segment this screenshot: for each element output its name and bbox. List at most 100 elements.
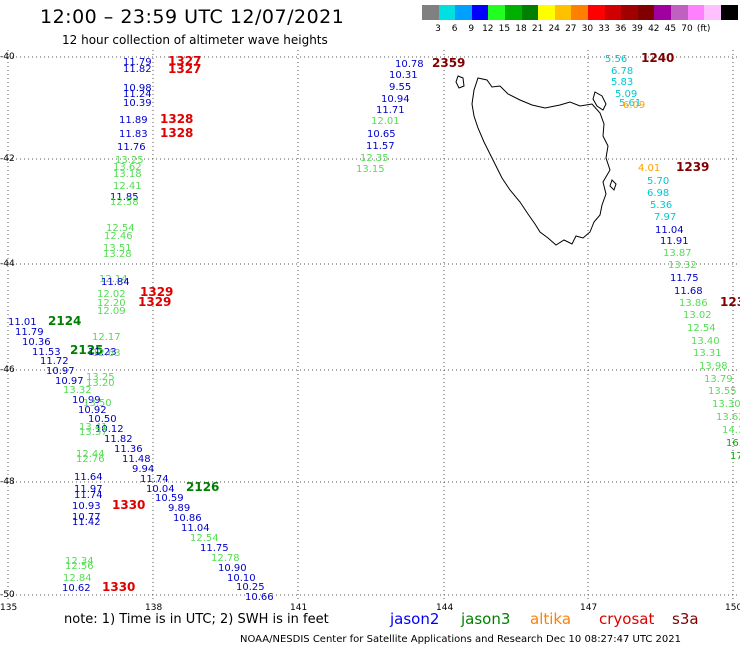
legend-swatch	[604, 5, 622, 20]
wave-height-value: 13.25	[115, 155, 144, 166]
wave-height-value: 13.62	[716, 412, 740, 423]
wave-height-value: 5.70	[647, 176, 669, 187]
legend-swatch	[687, 5, 705, 20]
wave-height-value: 13.86	[679, 298, 708, 309]
wave-height-value: 11.76	[117, 142, 146, 153]
wave-height-value: 13.51	[103, 243, 132, 254]
wave-height-value: 10.04	[146, 484, 175, 495]
legend-swatch	[720, 5, 738, 20]
wave-height-value: 13.28	[103, 249, 132, 260]
legend-tick-label: 18	[515, 24, 527, 34]
wave-height-value: 9.94	[132, 464, 154, 475]
longitude-label: 150	[725, 603, 740, 613]
footer-credit: NOAA/NESDIS Center for Satellite Applica…	[240, 634, 682, 645]
legend-swatch	[538, 5, 556, 20]
legend-swatch	[588, 5, 605, 20]
legend-tick-label: 45	[664, 24, 677, 34]
wave-height-value: 12.76	[76, 454, 105, 465]
wave-height-value: 11.75	[200, 543, 229, 554]
longitude-label: 138	[145, 603, 163, 613]
wave-height-value: 11.36	[114, 444, 143, 455]
pass-time-label: 2124	[48, 314, 81, 328]
wave-height-value: 16.2	[726, 438, 740, 449]
wave-height-value: 5.56	[605, 54, 627, 65]
wave-height-value: 11.84	[101, 277, 130, 288]
wave-height-value: 12.78	[211, 553, 240, 564]
wave-height-value: 12.09	[97, 306, 126, 317]
wave-height-value: 10.92	[78, 405, 107, 416]
wave-height-value: 10.50	[88, 414, 117, 425]
wave-height-value: 12.01	[371, 116, 400, 127]
pass-time-label: 1240	[641, 51, 674, 65]
legend-swatch	[488, 5, 506, 20]
wave-height-value: 11.83	[119, 129, 148, 140]
wave-height-value: 14.11	[722, 425, 740, 436]
legend-tick-label: 15	[498, 24, 511, 34]
legend-tick-label: 33	[598, 24, 610, 34]
wave-height-value: 13.62	[113, 162, 142, 173]
wave-height-value: 11.42	[72, 517, 101, 528]
satellite-legend-entry: altika	[530, 610, 572, 628]
wave-height-value: 11.82	[104, 434, 133, 445]
wave-height-value: 13.32	[63, 385, 92, 396]
wave-height-value: 12.34	[65, 556, 94, 567]
wave-height-value: 13.15	[356, 164, 385, 175]
wave-height-value: 12.58	[110, 197, 139, 208]
latitude-label: -42	[0, 154, 15, 164]
wave-height-value: 10.31	[389, 70, 418, 81]
legend-tick-label: 27	[565, 24, 577, 34]
wave-height-value: 11.48	[122, 454, 151, 465]
latitude-label: -46	[0, 365, 15, 375]
maria-island	[609, 179, 617, 191]
legend-swatch	[471, 5, 489, 20]
legend-swatch	[521, 5, 539, 20]
satellite-legend-entry: s3a	[672, 610, 699, 628]
wave-height-value: 12.20	[97, 298, 126, 309]
legend-tick-label: 42	[648, 24, 660, 34]
pass-time-label: 1328	[160, 126, 193, 140]
wave-height-value: 11.68	[674, 286, 703, 297]
wave-height-value: 11.97	[74, 484, 103, 495]
legend-tick-label: 30	[581, 24, 594, 34]
wave-height-value: 12.44	[76, 449, 105, 460]
wave-height-value: 11.57	[366, 141, 395, 152]
tasmania-coastline	[471, 77, 611, 246]
wave-height-value: 11.74	[140, 474, 169, 485]
wave-height-value: 11.71	[376, 105, 405, 116]
pass-time-label: 1329	[138, 295, 171, 309]
wave-height-value: 5.36	[650, 200, 672, 211]
wave-height-value: 12.63	[92, 348, 121, 359]
legend-tick-label: 39	[631, 24, 643, 34]
wave-height-value: 12.02	[97, 289, 126, 300]
longitude-label: 135	[0, 603, 18, 613]
wave-height-value: 13.30	[712, 399, 740, 410]
wave-height-value: 11.24	[123, 89, 152, 100]
wave-height-value: 10.99	[72, 395, 101, 406]
latitude-label: -48	[0, 477, 15, 487]
pass-time-label: 1330	[112, 498, 145, 512]
pass-time-label: 2125	[70, 343, 103, 357]
page-subtitle: 12 hour collection of altimeter wave hei…	[62, 33, 328, 47]
wave-height-value: 13.20	[86, 378, 115, 389]
longitude-label: 141	[290, 603, 308, 613]
wave-height-value: 4.01	[638, 163, 660, 174]
wave-height-value: 13.87	[663, 248, 692, 259]
wave-height-value: 13.37	[79, 427, 108, 438]
wave-height-value: 7.97	[654, 212, 676, 223]
wave-height-value: 12.41	[113, 181, 142, 192]
wave-height-value: 11.72	[40, 356, 69, 367]
flinders-island	[592, 91, 607, 111]
wave-height-value: 10.86	[173, 513, 202, 524]
wave-height-value: 13.55	[708, 386, 737, 397]
wave-height-value: 13.02	[683, 310, 712, 321]
wave-height-value: 11.79	[123, 57, 152, 68]
wave-height-value: 13.18	[113, 169, 142, 180]
wave-height-value: 11.82	[123, 64, 152, 75]
pass-time-label: 2359	[432, 56, 465, 70]
legend-tick-label: 36	[614, 24, 627, 34]
wave-height-value: 6.09	[623, 100, 645, 111]
legend-swatch	[455, 5, 473, 20]
